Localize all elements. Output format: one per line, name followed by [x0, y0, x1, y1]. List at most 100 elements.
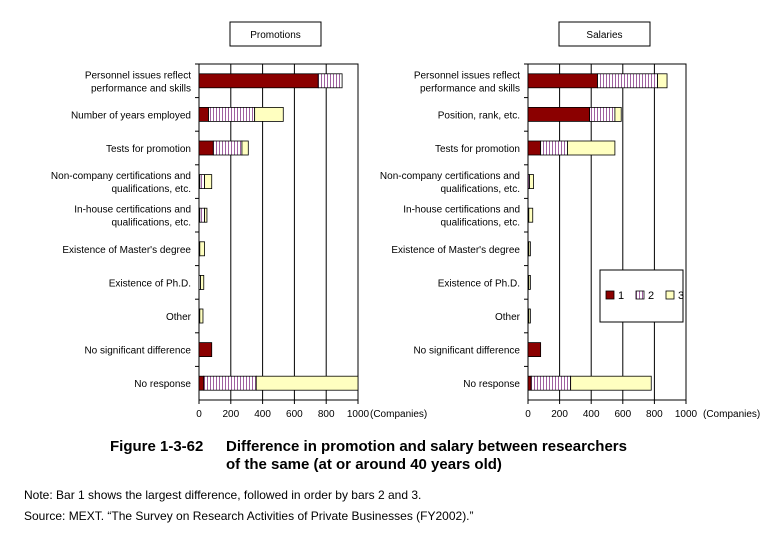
promotions-tick-label: 200	[222, 409, 239, 420]
salaries-bar-series-3	[614, 107, 622, 122]
promotions-tick-label: 1000	[347, 409, 370, 420]
legend-label-1: 1	[618, 290, 624, 302]
promotions-category-label-line: No response	[134, 379, 191, 390]
legend-label-3: 3	[678, 290, 684, 302]
legend-swatch-2	[635, 290, 645, 300]
salaries-category-label-line: Personnel issues reflect	[414, 70, 520, 81]
promotions-category-label-line: Personnel issues reflect	[85, 70, 191, 81]
salaries-category-label-line: Other	[495, 312, 521, 323]
salaries-category-label: No significant difference	[413, 346, 520, 357]
salaries-bar-series-1	[527, 107, 591, 122]
promotions-bar-series-3	[254, 107, 284, 122]
salaries-bar-series-3	[528, 274, 531, 290]
salaries-category-label-line: In-house certifications and	[403, 205, 520, 216]
promotions-bar-series-3	[204, 207, 208, 223]
promotions-title: Promotions	[250, 30, 301, 41]
salaries-tick-label: 600	[614, 409, 631, 420]
promotions-bar-series-2	[199, 207, 205, 223]
salaries-title-box	[558, 21, 651, 47]
promotions-category-label: In-house certifications and qualification…	[74, 205, 191, 229]
promotions-bar-series-2	[317, 73, 343, 89]
figure-note: Note: Bar 1 shows the largest difference…	[24, 488, 422, 502]
promotions-title-box	[229, 21, 322, 47]
salaries-bar-series-2	[597, 73, 658, 89]
salaries-category-label: No response	[463, 379, 520, 390]
legend-label-2: 2	[648, 290, 654, 302]
salaries-panel: Salaries 0 200 400 600 800 1000 (Companies) Pers…	[380, 21, 760, 420]
legend-swatch-3	[665, 290, 675, 300]
promotions-category-label-line: qualifications, etc.	[112, 184, 192, 195]
promotions-category-label-line: Number of years employed	[71, 110, 191, 121]
promotions-category-label-line: performance and skills	[91, 83, 191, 94]
promotions-bar-series-1	[198, 140, 214, 156]
promotions-category-label: Existence of Master's degree	[62, 245, 191, 256]
promotions-tick-label: 600	[286, 409, 303, 420]
promotions-category-label-line: Non-company certifications and	[51, 171, 191, 182]
promotions-category-label-line: No significant difference	[84, 346, 191, 357]
salaries-tick-label: 800	[646, 409, 663, 420]
salaries-category-label: Tests for promotion	[435, 144, 520, 155]
promotions-tick-label: 400	[254, 409, 271, 420]
promotions-category-label: Personnel issues reflect performance and …	[85, 70, 191, 94]
promotions-category-label-line: Existence of Master's degree	[62, 245, 191, 256]
salaries-bar-series-3	[570, 375, 652, 391]
salaries-bar-series-3	[657, 73, 668, 89]
promotions-bar-series-2	[212, 140, 243, 156]
promotions-category-label: No response	[134, 379, 191, 390]
salaries-bar-series-1	[527, 73, 598, 89]
promotions-bar-series-3	[241, 140, 249, 156]
salaries-category-label: In-house certifications and qualification…	[403, 205, 520, 229]
promotions-category-label: Other	[166, 312, 192, 323]
salaries-bar-series-1	[527, 140, 542, 156]
salaries-category-label: Position, rank, etc.	[438, 110, 520, 121]
promotions-bar-series-2	[203, 375, 257, 391]
salaries-bar-series-3	[567, 140, 616, 156]
promotions-bar-series-2	[199, 174, 205, 190]
salaries-category-label: Existence of Ph.D.	[438, 278, 520, 289]
salaries-category-label-line: qualifications, etc.	[441, 184, 521, 195]
legend-swatch-1	[605, 290, 615, 300]
salaries-category-label: Existence of Master's degree	[391, 245, 520, 256]
salaries-bar-series-2	[589, 107, 616, 122]
promotions-category-label: Tests for promotion	[106, 144, 191, 155]
promotions-category-label-line: In-house certifications and	[74, 205, 191, 216]
caption-line-2: of the same (at or around 40 years old)	[226, 456, 502, 473]
figure-chart: Promotions 0 200 400 600 800 1000 (Companies) Pe…	[51, 21, 760, 420]
promotions-bar-series-1	[198, 375, 205, 391]
salaries-bar-series-3	[528, 241, 531, 257]
promotions-bar-series-3	[199, 241, 205, 257]
promotions-tick-label: 800	[318, 409, 335, 420]
promotions-bar-series-3	[199, 308, 204, 324]
salaries-legend: 1 2 3	[599, 269, 684, 323]
salaries-category-label-line: Non-company certifications and	[380, 171, 520, 182]
promotions-category-label: No significant difference	[84, 346, 191, 357]
salaries-category-label-line: qualifications, etc.	[441, 218, 521, 229]
promotions-bar-series-1	[198, 73, 319, 89]
salaries-category-label-line: performance and skills	[420, 83, 520, 94]
salaries-bar-series-3	[528, 308, 531, 324]
figure-source: Source: MEXT. “The Survey on Research Ac…	[24, 509, 474, 523]
salaries-tick-label: 0	[525, 409, 531, 420]
promotions-bar-series-1	[198, 342, 213, 358]
salaries-category-label: Personnel issues reflect performance and …	[414, 70, 520, 94]
salaries-tick-label: 200	[551, 409, 568, 420]
salaries-tick-label: 1000	[675, 409, 698, 420]
promotions-tick-label: 0	[196, 409, 202, 420]
salaries-category-label-line: Existence of Ph.D.	[438, 278, 520, 289]
salaries-bar-series-2	[530, 375, 572, 391]
salaries-title: Salaries	[586, 30, 622, 41]
promotions-category-label-line: Tests for promotion	[106, 144, 191, 155]
figure-number: Figure 1-3-62	[110, 438, 204, 455]
promotions-category-label: Number of years employed	[71, 110, 191, 121]
salaries-axis-unit: (Companies)	[703, 409, 760, 420]
salaries-category-label-line: Position, rank, etc.	[438, 110, 520, 121]
salaries-bar-series-3	[529, 174, 534, 190]
salaries-category-label-line: No response	[463, 379, 520, 390]
salaries-tick-label: 400	[583, 409, 600, 420]
promotions-bar-series-2	[208, 107, 256, 122]
promotions-category-label-line: Existence of Ph.D.	[109, 278, 191, 289]
salaries-category-label-line: No significant difference	[413, 346, 520, 357]
salaries-category-label: Other	[495, 312, 521, 323]
promotions-bar-series-3	[204, 174, 213, 190]
promotions-panel: Promotions 0 200 400 600 800 1000 (Companies) Pe…	[51, 21, 427, 420]
